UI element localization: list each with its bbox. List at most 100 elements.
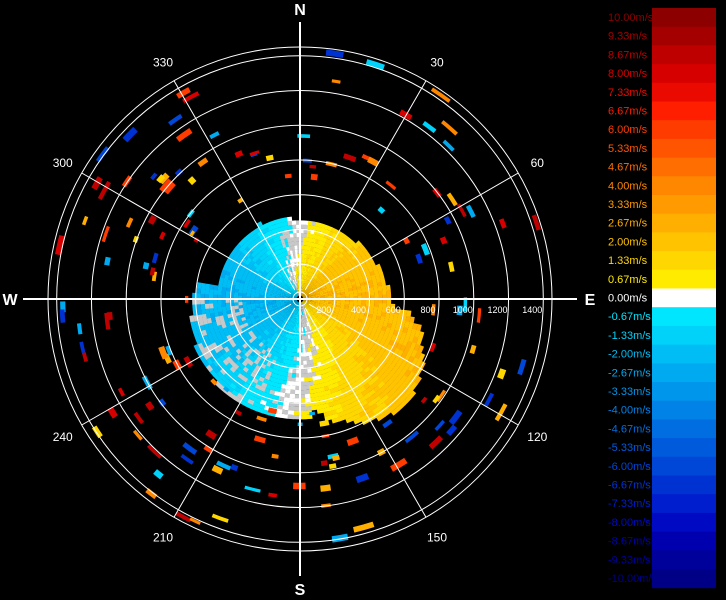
echo-gate xyxy=(367,313,373,319)
echo-gate xyxy=(346,402,355,410)
echo-gate xyxy=(294,310,297,315)
echo-gate xyxy=(393,387,402,397)
echo-gate xyxy=(288,301,293,304)
echo-gate xyxy=(312,274,316,279)
echo-gate xyxy=(336,323,342,329)
echo-gate xyxy=(375,315,382,321)
echo-gate xyxy=(308,276,312,282)
echo-gate xyxy=(261,253,267,260)
echo-gate xyxy=(272,341,278,347)
echo-gate xyxy=(294,381,300,387)
echo-gate xyxy=(338,252,345,259)
echo-gate xyxy=(313,349,318,355)
echo-gate xyxy=(249,332,256,339)
echo-gate xyxy=(293,356,297,361)
echo-gate xyxy=(310,303,316,306)
echo-gate xyxy=(310,225,316,231)
echo-gate xyxy=(260,319,266,324)
echo-gate xyxy=(315,276,320,282)
echo-gate xyxy=(309,359,314,365)
echo-gate xyxy=(295,278,298,284)
echo-gate xyxy=(337,415,347,422)
echo-gate xyxy=(283,286,288,290)
echo-gate xyxy=(268,307,274,311)
echo-gate xyxy=(249,276,256,282)
echo-gate xyxy=(200,308,206,315)
echo-gate xyxy=(309,289,314,293)
echo-gate xyxy=(263,270,269,275)
echo-gate xyxy=(304,385,310,391)
echo-gate xyxy=(292,343,296,349)
echo-gate xyxy=(295,257,299,263)
scale-label: -1.33m/s xyxy=(608,330,651,342)
echo-gate xyxy=(301,327,304,332)
echo-gate xyxy=(289,293,294,296)
echo-gate xyxy=(250,301,256,305)
echo-gate xyxy=(332,313,338,318)
echo-gate xyxy=(218,328,225,335)
echo-gate xyxy=(283,337,288,343)
echo-gate xyxy=(338,311,344,316)
echo-gate xyxy=(370,274,377,281)
echo-gate xyxy=(306,285,310,290)
echo-gate xyxy=(248,337,255,344)
echo-gate xyxy=(375,398,384,407)
echo-gate xyxy=(276,313,282,318)
echo-gate xyxy=(322,407,331,413)
echo-gate xyxy=(356,289,362,294)
echo-gate xyxy=(333,321,338,326)
echo-gate xyxy=(308,267,312,273)
scale-swatch xyxy=(652,531,716,551)
echo-gate xyxy=(290,381,296,386)
echo-gate xyxy=(351,284,357,289)
scale-swatch xyxy=(652,512,716,533)
echo-gate xyxy=(327,401,335,408)
echo-gate xyxy=(288,316,292,322)
echo-gate xyxy=(281,336,286,342)
echo-gate xyxy=(182,91,200,104)
echo-gate xyxy=(322,332,327,338)
echo-gate xyxy=(295,377,300,382)
echo-gate xyxy=(349,293,354,297)
echo-gate xyxy=(274,265,279,271)
echo-gate xyxy=(346,330,352,336)
echo-gate xyxy=(292,309,296,314)
echo-gate xyxy=(327,271,333,276)
echo-gate xyxy=(311,301,316,304)
echo-gate xyxy=(312,234,318,240)
echo-gate xyxy=(318,313,324,318)
echo-gate xyxy=(316,404,324,410)
echo-gate xyxy=(341,342,347,349)
echo-gate xyxy=(370,392,379,401)
echo-gate xyxy=(254,325,261,331)
echo-gate xyxy=(305,275,308,280)
echo-gate xyxy=(326,287,332,291)
echo-gate xyxy=(306,313,310,318)
echo-gate xyxy=(270,268,276,273)
echo-gate xyxy=(306,303,310,307)
echo-gate xyxy=(255,260,261,266)
echo-gate xyxy=(275,299,280,302)
echo-gate xyxy=(390,457,408,472)
echo-gate xyxy=(296,274,298,280)
echo-gate xyxy=(218,277,225,283)
echo-gate xyxy=(378,299,383,304)
echo-gate xyxy=(280,291,286,295)
echo-gate xyxy=(308,306,313,310)
echo-gate xyxy=(306,285,311,290)
echo-gate xyxy=(188,224,199,237)
echo-gate xyxy=(190,320,196,328)
scale-swatch xyxy=(652,494,716,514)
echo-gate xyxy=(316,252,321,258)
echo-gate xyxy=(377,324,383,331)
echo-gate xyxy=(372,395,382,404)
echo-gate xyxy=(294,343,298,349)
azimuth-spoke xyxy=(81,303,292,426)
echo-gate xyxy=(294,394,300,399)
echo-gate xyxy=(205,327,212,335)
echo-gate xyxy=(353,334,359,341)
echo-gate xyxy=(350,409,359,417)
echo-gate xyxy=(288,224,294,230)
echo-gate xyxy=(325,393,333,400)
echo-gate xyxy=(315,301,321,304)
